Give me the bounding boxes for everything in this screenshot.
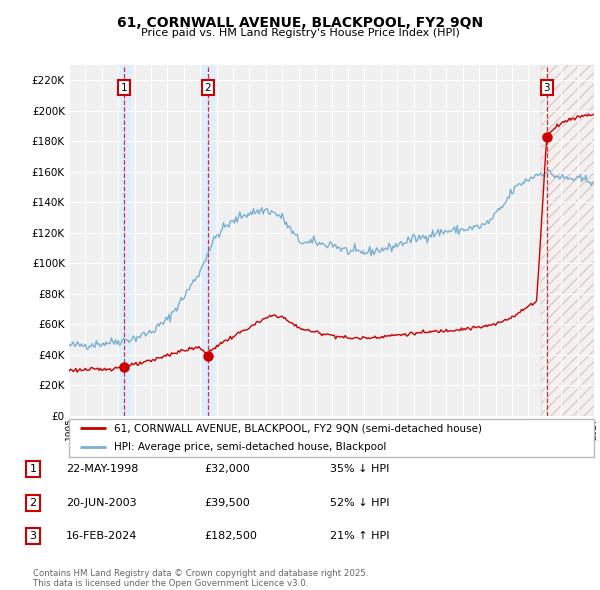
Text: Price paid vs. HM Land Registry's House Price Index (HPI): Price paid vs. HM Land Registry's House … — [140, 28, 460, 38]
Bar — [202, 65, 214, 416]
Text: 61, CORNWALL AVENUE, BLACKPOOL, FY2 9QN: 61, CORNWALL AVENUE, BLACKPOOL, FY2 9QN — [117, 16, 483, 30]
Text: £182,500: £182,500 — [204, 532, 257, 541]
Text: 61, CORNWALL AVENUE, BLACKPOOL, FY2 9QN (semi-detached house): 61, CORNWALL AVENUE, BLACKPOOL, FY2 9QN … — [113, 424, 482, 434]
Text: 52% ↓ HPI: 52% ↓ HPI — [330, 498, 389, 507]
Text: 21% ↑ HPI: 21% ↑ HPI — [330, 532, 389, 541]
Bar — [541, 65, 594, 416]
Text: 20-JUN-2003: 20-JUN-2003 — [66, 498, 137, 507]
Text: 2: 2 — [29, 498, 37, 507]
Text: 3: 3 — [544, 83, 550, 93]
Text: 22-MAY-1998: 22-MAY-1998 — [66, 464, 139, 474]
Text: £32,000: £32,000 — [204, 464, 250, 474]
Text: 2: 2 — [205, 83, 211, 93]
Text: HPI: Average price, semi-detached house, Blackpool: HPI: Average price, semi-detached house,… — [113, 441, 386, 451]
Text: Contains HM Land Registry data © Crown copyright and database right 2025.
This d: Contains HM Land Registry data © Crown c… — [33, 569, 368, 588]
Text: 3: 3 — [29, 532, 37, 541]
Text: 1: 1 — [29, 464, 37, 474]
Bar — [541, 65, 594, 416]
Bar — [119, 65, 130, 416]
Text: 16-FEB-2024: 16-FEB-2024 — [66, 532, 137, 541]
FancyBboxPatch shape — [69, 419, 594, 457]
Text: £39,500: £39,500 — [204, 498, 250, 507]
Text: 1: 1 — [121, 83, 128, 93]
Text: 35% ↓ HPI: 35% ↓ HPI — [330, 464, 389, 474]
